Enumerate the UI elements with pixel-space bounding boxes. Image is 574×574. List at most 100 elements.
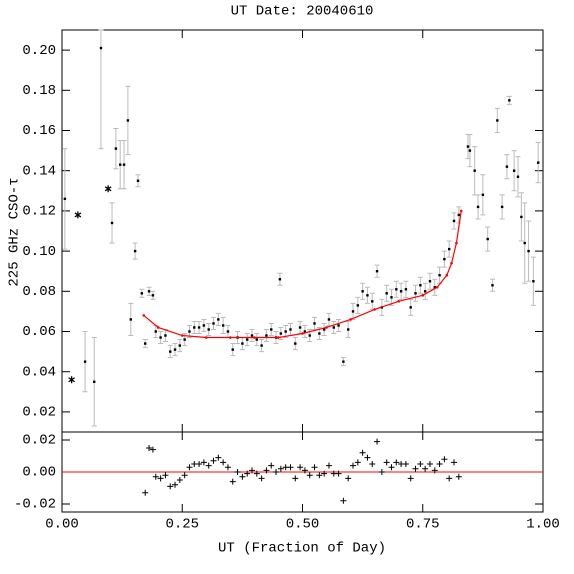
- residual-point: [350, 462, 357, 469]
- data-point: [452, 219, 456, 223]
- fit-point: [301, 332, 304, 335]
- chart-title: UT Date: 20040610: [231, 4, 374, 20]
- residual-point: [176, 477, 183, 483]
- residual-point: [359, 449, 366, 456]
- fit-line: [143, 210, 462, 339]
- residual-point: [325, 462, 332, 469]
- data-point: [433, 286, 436, 289]
- data-point: [231, 348, 234, 351]
- data-point: [303, 330, 307, 333]
- residual-point: [378, 469, 385, 475]
- residual-point: [321, 470, 328, 477]
- residual-point: [436, 461, 443, 467]
- residual-point: [205, 462, 212, 469]
- fit-point: [229, 336, 232, 339]
- data-point: [147, 290, 151, 293]
- y-tick-label: 0.14: [22, 163, 56, 179]
- residual-point: [383, 459, 390, 466]
- x-axis-label: UT (Fraction of Day): [218, 541, 386, 557]
- x-tick-label: 0.75: [406, 517, 440, 533]
- residual-point: [412, 465, 419, 472]
- y-tick-label: 0.02: [22, 433, 56, 449]
- data-point: [505, 165, 509, 168]
- residual-point: [311, 464, 318, 471]
- data-point: [508, 99, 511, 102]
- fit-point: [253, 336, 256, 339]
- data-point: [260, 344, 263, 347]
- data-point: [278, 278, 282, 281]
- fit-point: [142, 314, 146, 317]
- residual-point: [234, 469, 241, 475]
- star-point: [68, 376, 75, 384]
- fit-point: [205, 336, 208, 339]
- data-point: [294, 342, 297, 345]
- data-point: [122, 163, 126, 166]
- data-point: [414, 292, 417, 295]
- residual-point: [393, 459, 400, 466]
- data-point: [197, 326, 201, 329]
- y-tick-label: 0.20: [22, 43, 56, 59]
- fit-point: [445, 273, 449, 277]
- residual-point: [369, 461, 376, 467]
- residual-point: [431, 467, 438, 474]
- data-point: [99, 46, 103, 50]
- data-point: [332, 326, 335, 329]
- y-tick-label: 0.10: [22, 244, 56, 260]
- star-point: [104, 185, 112, 193]
- data-point: [346, 328, 350, 331]
- error-bar: [98, 29, 104, 150]
- fit-point: [397, 300, 401, 303]
- residual-point: [407, 475, 414, 482]
- data-point: [217, 318, 220, 321]
- residual-point: [364, 454, 371, 461]
- data-point: [202, 324, 206, 327]
- data-point: [375, 270, 379, 273]
- data-point: [63, 197, 67, 201]
- data-point: [298, 326, 302, 329]
- data-point: [308, 334, 311, 337]
- fit-point: [373, 308, 376, 311]
- fit-point: [459, 209, 463, 213]
- data-point: [140, 292, 144, 295]
- data-point: [178, 344, 182, 347]
- x-tick-label: 0.50: [286, 517, 320, 533]
- residual-point: [446, 475, 453, 482]
- residual-point: [277, 465, 284, 472]
- residual-point: [210, 457, 217, 464]
- data-point: [399, 290, 403, 293]
- data-point: [500, 205, 504, 209]
- residual-point: [297, 464, 304, 471]
- residual-point: [220, 459, 227, 466]
- residual-point: [455, 473, 462, 480]
- data-point: [173, 348, 177, 351]
- data-point: [144, 342, 147, 345]
- data-point: [428, 280, 432, 283]
- residual-point: [306, 472, 313, 479]
- data-point: [270, 328, 273, 331]
- data-point: [457, 213, 461, 217]
- residual-point: [316, 472, 323, 479]
- residual-point: [186, 464, 193, 471]
- residual-point: [451, 459, 458, 466]
- data-point: [183, 338, 186, 341]
- data-point: [126, 119, 130, 122]
- residual-point: [258, 475, 265, 482]
- data-point: [250, 334, 254, 337]
- data-point: [313, 322, 316, 325]
- residual-point: [157, 475, 164, 482]
- y-tick-label: 0.06: [22, 324, 56, 340]
- data-point: [536, 161, 540, 164]
- residual-point: [345, 475, 352, 482]
- data-point: [371, 300, 374, 303]
- residual-point: [335, 470, 342, 477]
- data-point: [226, 330, 230, 333]
- residual-point: [287, 464, 294, 471]
- data-point: [523, 241, 526, 245]
- fit-point: [277, 336, 280, 339]
- fit-point: [156, 326, 160, 329]
- data-point: [289, 328, 292, 331]
- residual-point: [426, 461, 433, 467]
- residual-point: [417, 461, 424, 467]
- fit-point: [421, 294, 425, 297]
- data-point: [164, 334, 167, 337]
